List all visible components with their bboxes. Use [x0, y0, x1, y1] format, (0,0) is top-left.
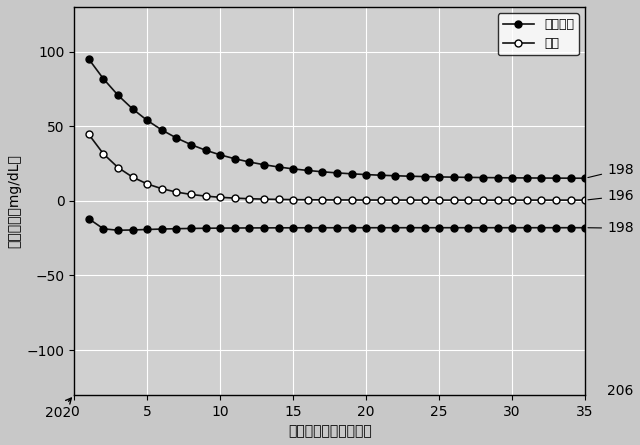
平均 [406, 198, 414, 203]
平均 [392, 198, 399, 203]
Text: 196: 196 [588, 189, 634, 203]
平均 [523, 198, 531, 203]
平均 [231, 195, 239, 201]
平均 [538, 198, 545, 203]
平均 [143, 181, 151, 186]
標準偏差 [552, 175, 560, 181]
平均 [216, 194, 224, 200]
標準偏差 [508, 175, 516, 181]
標準偏差 [333, 170, 341, 176]
標準偏差 [450, 174, 458, 180]
平均 [319, 197, 326, 202]
標準偏差 [231, 156, 239, 162]
Line: 平均: 平均 [85, 131, 589, 203]
Line: 標準偏差: 標準偏差 [85, 56, 589, 182]
平均 [100, 151, 108, 157]
平均 [420, 198, 428, 203]
平均 [333, 197, 341, 202]
平均 [348, 197, 355, 202]
標準偏差 [202, 148, 209, 153]
平均 [362, 198, 370, 203]
標準偏差 [479, 175, 487, 180]
Text: 198: 198 [588, 163, 634, 178]
Legend: 標準偏差, 平均: 標準偏差, 平均 [498, 13, 579, 56]
平均 [129, 174, 136, 180]
標準偏差 [173, 135, 180, 141]
標準偏差 [129, 106, 136, 112]
標準偏差 [289, 166, 297, 172]
平均 [304, 197, 312, 202]
標準偏差 [216, 152, 224, 158]
平均 [465, 198, 472, 203]
平均 [581, 198, 589, 203]
平均 [246, 196, 253, 202]
平均 [114, 165, 122, 170]
X-axis label: 予測に使用される日数: 予測に使用される日数 [288, 424, 372, 438]
標準偏差 [406, 174, 414, 179]
平均 [260, 196, 268, 202]
標準偏差 [420, 174, 428, 179]
標準偏差 [319, 169, 326, 174]
標準偏差 [187, 142, 195, 147]
標準偏差 [275, 164, 282, 170]
標準偏差 [493, 175, 501, 180]
標準偏差 [143, 118, 151, 123]
標準偏差 [465, 175, 472, 180]
平均 [202, 194, 209, 199]
平均 [158, 186, 166, 191]
標準偏差 [362, 172, 370, 177]
標準偏差 [158, 127, 166, 133]
標準偏差 [100, 76, 108, 81]
標準偏差 [114, 93, 122, 98]
標準偏差 [435, 174, 443, 180]
平均 [85, 132, 93, 137]
平均 [508, 198, 516, 203]
平均 [567, 198, 575, 203]
平均 [435, 198, 443, 203]
標準偏差 [304, 168, 312, 173]
平均 [493, 198, 501, 203]
Y-axis label: 不確実性（mg/dL）: 不確実性（mg/dL） [7, 154, 21, 248]
標準偏差 [246, 159, 253, 165]
標準偏差 [348, 171, 355, 177]
平均 [275, 197, 282, 202]
標準偏差 [523, 175, 531, 181]
Text: 202: 202 [45, 398, 72, 420]
標準偏差 [85, 57, 93, 62]
標準偏差 [377, 173, 385, 178]
Text: 206: 206 [607, 384, 634, 398]
平均 [173, 190, 180, 195]
平均 [479, 198, 487, 203]
標準偏差 [581, 176, 589, 181]
標準偏差 [567, 175, 575, 181]
標準偏差 [260, 162, 268, 167]
平均 [187, 192, 195, 197]
Text: 198: 198 [588, 221, 634, 235]
標準偏差 [538, 175, 545, 181]
平均 [450, 198, 458, 203]
平均 [289, 197, 297, 202]
平均 [377, 198, 385, 203]
標準偏差 [392, 173, 399, 178]
平均 [552, 198, 560, 203]
